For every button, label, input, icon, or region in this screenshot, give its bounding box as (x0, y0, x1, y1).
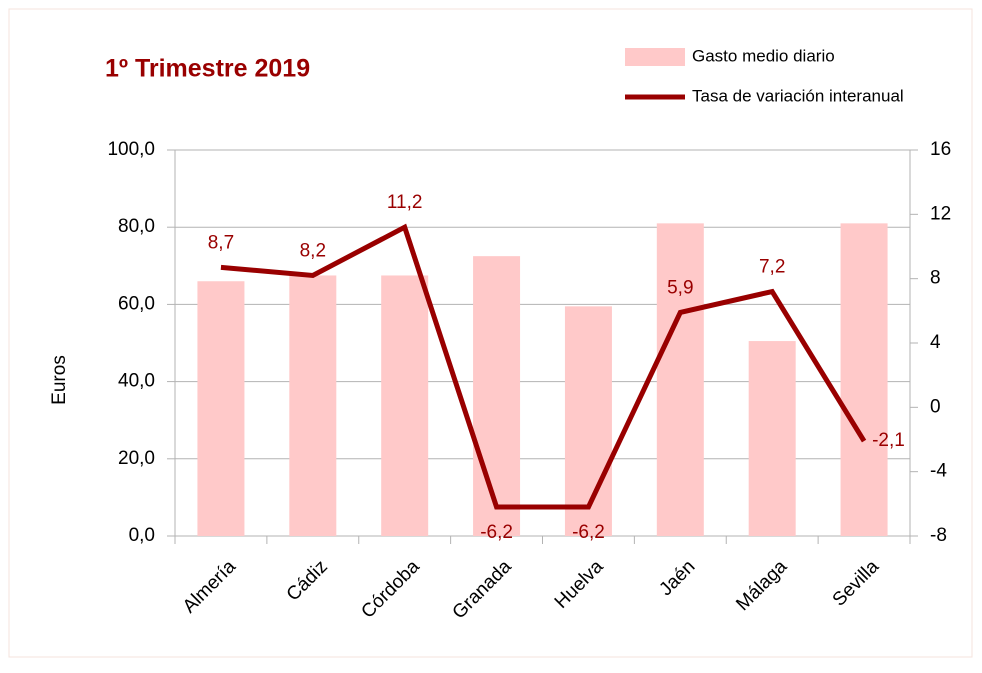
bar (840, 223, 888, 536)
y-tick-label: 0,0 (129, 525, 155, 546)
y-tick-label: 20,0 (118, 448, 155, 469)
data-label: -2,1 (872, 430, 905, 451)
legend-label: Tasa de variación interanual (692, 86, 904, 105)
bar (748, 341, 796, 536)
bar (381, 275, 429, 536)
legend-label: Gasto medio diario (692, 46, 835, 65)
bar (656, 223, 704, 536)
y2-tick-label: 0 (930, 396, 941, 417)
y-tick-label: 80,0 (118, 216, 155, 237)
data-label: 8,7 (208, 232, 234, 253)
y2-tick-label: 12 (930, 203, 951, 224)
data-label: 8,2 (300, 240, 326, 261)
legend-swatch (625, 48, 685, 66)
data-label: -6,2 (480, 522, 513, 543)
bar (473, 256, 521, 536)
data-label: 7,2 (759, 257, 785, 278)
line (220, 223, 867, 510)
data-label: 5,9 (667, 277, 693, 298)
y2-tick-label: 4 (930, 332, 941, 353)
y-tick-label: 100,0 (107, 139, 155, 160)
chart-title: 1º Trimestre 2019 (105, 55, 310, 83)
y-axis-label: Euros (49, 355, 70, 405)
data-label: 11,2 (387, 192, 423, 213)
y2-tick-label: -4 (930, 461, 947, 482)
y2-tick-label: 16 (930, 139, 951, 160)
bar (197, 281, 245, 536)
data-label: -6,2 (572, 522, 605, 543)
bar (564, 306, 612, 536)
y-tick-label: 60,0 (118, 293, 155, 314)
y2-tick-label: 8 (930, 268, 941, 289)
y-tick-label: 40,0 (118, 371, 155, 392)
y2-tick-label: -8 (930, 525, 947, 546)
bar (289, 275, 337, 536)
